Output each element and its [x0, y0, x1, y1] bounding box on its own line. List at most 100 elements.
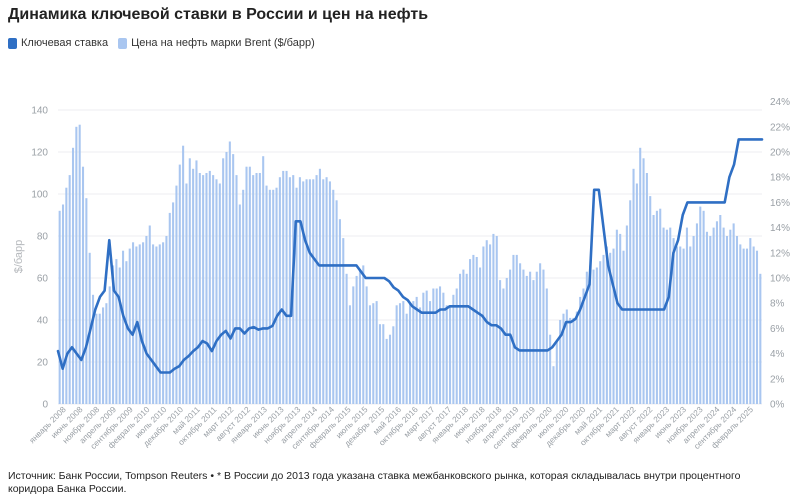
left-tick-label: 140	[31, 106, 48, 117]
oil-price-bar	[469, 259, 472, 404]
oil-price-bar	[535, 271, 538, 404]
right-tick-label: 16%	[770, 198, 790, 209]
oil-price-bar	[632, 168, 635, 404]
oil-price-bar	[499, 280, 502, 404]
oil-price-bar	[695, 223, 698, 404]
oil-price-bar	[102, 307, 105, 404]
oil-price-bar	[392, 326, 395, 404]
oil-price-bar	[398, 303, 402, 404]
oil-price-bar	[752, 246, 755, 404]
oil-price-bar	[725, 236, 728, 404]
oil-price-bar	[378, 324, 382, 404]
oil-price-bar	[619, 233, 622, 404]
oil-price-bar	[235, 175, 238, 404]
oil-price-bar	[625, 225, 628, 404]
oil-price-bar	[142, 242, 145, 404]
oil-price-bar	[122, 250, 125, 404]
oil-price-bar	[262, 156, 265, 404]
oil-price-bar	[592, 269, 595, 404]
oil-price-bar	[442, 292, 445, 404]
oil-price-bar	[348, 305, 351, 404]
oil-price-bar	[342, 238, 345, 404]
oil-price-bar	[742, 248, 745, 404]
right-tick-label: 10%	[770, 274, 790, 285]
oil-price-bar	[385, 338, 388, 404]
oil-price-bar	[649, 196, 652, 404]
oil-price-bar	[639, 147, 642, 405]
oil-price-bar	[559, 320, 562, 404]
oil-price-bar	[198, 173, 201, 404]
oil-price-bar	[248, 166, 251, 404]
oil-price-bar	[225, 152, 228, 404]
oil-price-bar	[729, 229, 732, 404]
oil-price-bar	[71, 147, 75, 405]
oil-price-bar	[689, 246, 692, 404]
legend-item-brent: Цена на нефть марки Brent ($/барр)	[118, 37, 315, 49]
oil-price-bar	[495, 236, 498, 404]
oil-price-bar	[502, 288, 505, 404]
oil-price-bar	[582, 288, 585, 404]
oil-price-bar	[549, 334, 552, 404]
oil-price-bar	[492, 233, 495, 404]
oil-price-bar	[629, 200, 632, 404]
oil-price-bar	[732, 223, 735, 404]
right-tick-label: 4%	[770, 349, 785, 360]
oil-price-bar	[302, 181, 305, 404]
oil-price-bar	[352, 286, 355, 404]
oil-price-bars	[58, 124, 762, 405]
oil-price-bar	[315, 175, 318, 404]
oil-price-bar	[565, 309, 568, 404]
oil-price-bar	[745, 248, 749, 404]
oil-price-bar	[295, 187, 298, 404]
oil-price-bar	[719, 215, 722, 404]
oil-price-bar	[245, 166, 248, 404]
oil-price-bar	[128, 248, 131, 404]
oil-price-bar	[105, 303, 108, 404]
oil-price-bar	[168, 212, 171, 404]
oil-price-bar	[158, 244, 161, 404]
oil-price-bar	[415, 296, 418, 404]
oil-price-bar	[148, 225, 151, 404]
oil-price-bar	[522, 269, 525, 404]
oil-price-bar	[539, 263, 542, 404]
oil-price-bar	[192, 168, 195, 404]
oil-price-bar	[238, 204, 241, 404]
oil-price-bar	[612, 248, 615, 404]
oil-price-bar	[275, 187, 278, 404]
oil-price-bar	[265, 185, 268, 404]
right-axis-ticks: 0% 2% 4% 6% 8% 10% 12% 14% 16% 18% 20% 22% 24%	[770, 97, 790, 410]
right-tick-label: 20%	[770, 148, 790, 159]
oil-price-bar	[375, 301, 378, 404]
oil-price-bar	[125, 261, 128, 404]
left-tick-label: 20	[37, 358, 49, 369]
oil-price-bar	[312, 179, 315, 404]
oil-price-bar	[602, 254, 605, 404]
right-tick-label: 8%	[770, 299, 785, 310]
right-tick-label: 24%	[770, 97, 790, 108]
oil-price-bar	[272, 189, 275, 404]
oil-price-bar	[61, 204, 65, 404]
oil-price-bar	[675, 246, 678, 404]
right-tick-label: 2%	[770, 374, 785, 385]
oil-price-bar	[575, 311, 578, 404]
oil-price-bar	[162, 242, 165, 404]
right-tick-label: 14%	[770, 223, 790, 234]
oil-price-bar	[368, 305, 371, 404]
oil-price-bar	[595, 267, 598, 404]
oil-price-bar	[555, 341, 558, 404]
oil-price-bar	[98, 313, 101, 404]
oil-price-bar	[515, 254, 518, 404]
oil-price-bar	[172, 202, 175, 404]
oil-price-bar	[222, 158, 225, 404]
oil-price-bar	[435, 288, 438, 404]
oil-price-bar	[665, 229, 668, 404]
oil-price-bar	[599, 261, 602, 404]
oil-price-bar	[475, 257, 478, 404]
oil-price-bar	[438, 286, 442, 404]
oil-price-bar	[462, 269, 465, 404]
oil-price-bar	[702, 210, 705, 404]
chart-canvas: 0 20 40 60 80 100 120 140 0% 2% 4% 6% 8% 10% 12% 14% 16…	[13, 97, 790, 451]
oil-price-bar	[132, 242, 135, 404]
oil-price-bar	[529, 271, 532, 404]
right-tick-label: 6%	[770, 324, 785, 335]
